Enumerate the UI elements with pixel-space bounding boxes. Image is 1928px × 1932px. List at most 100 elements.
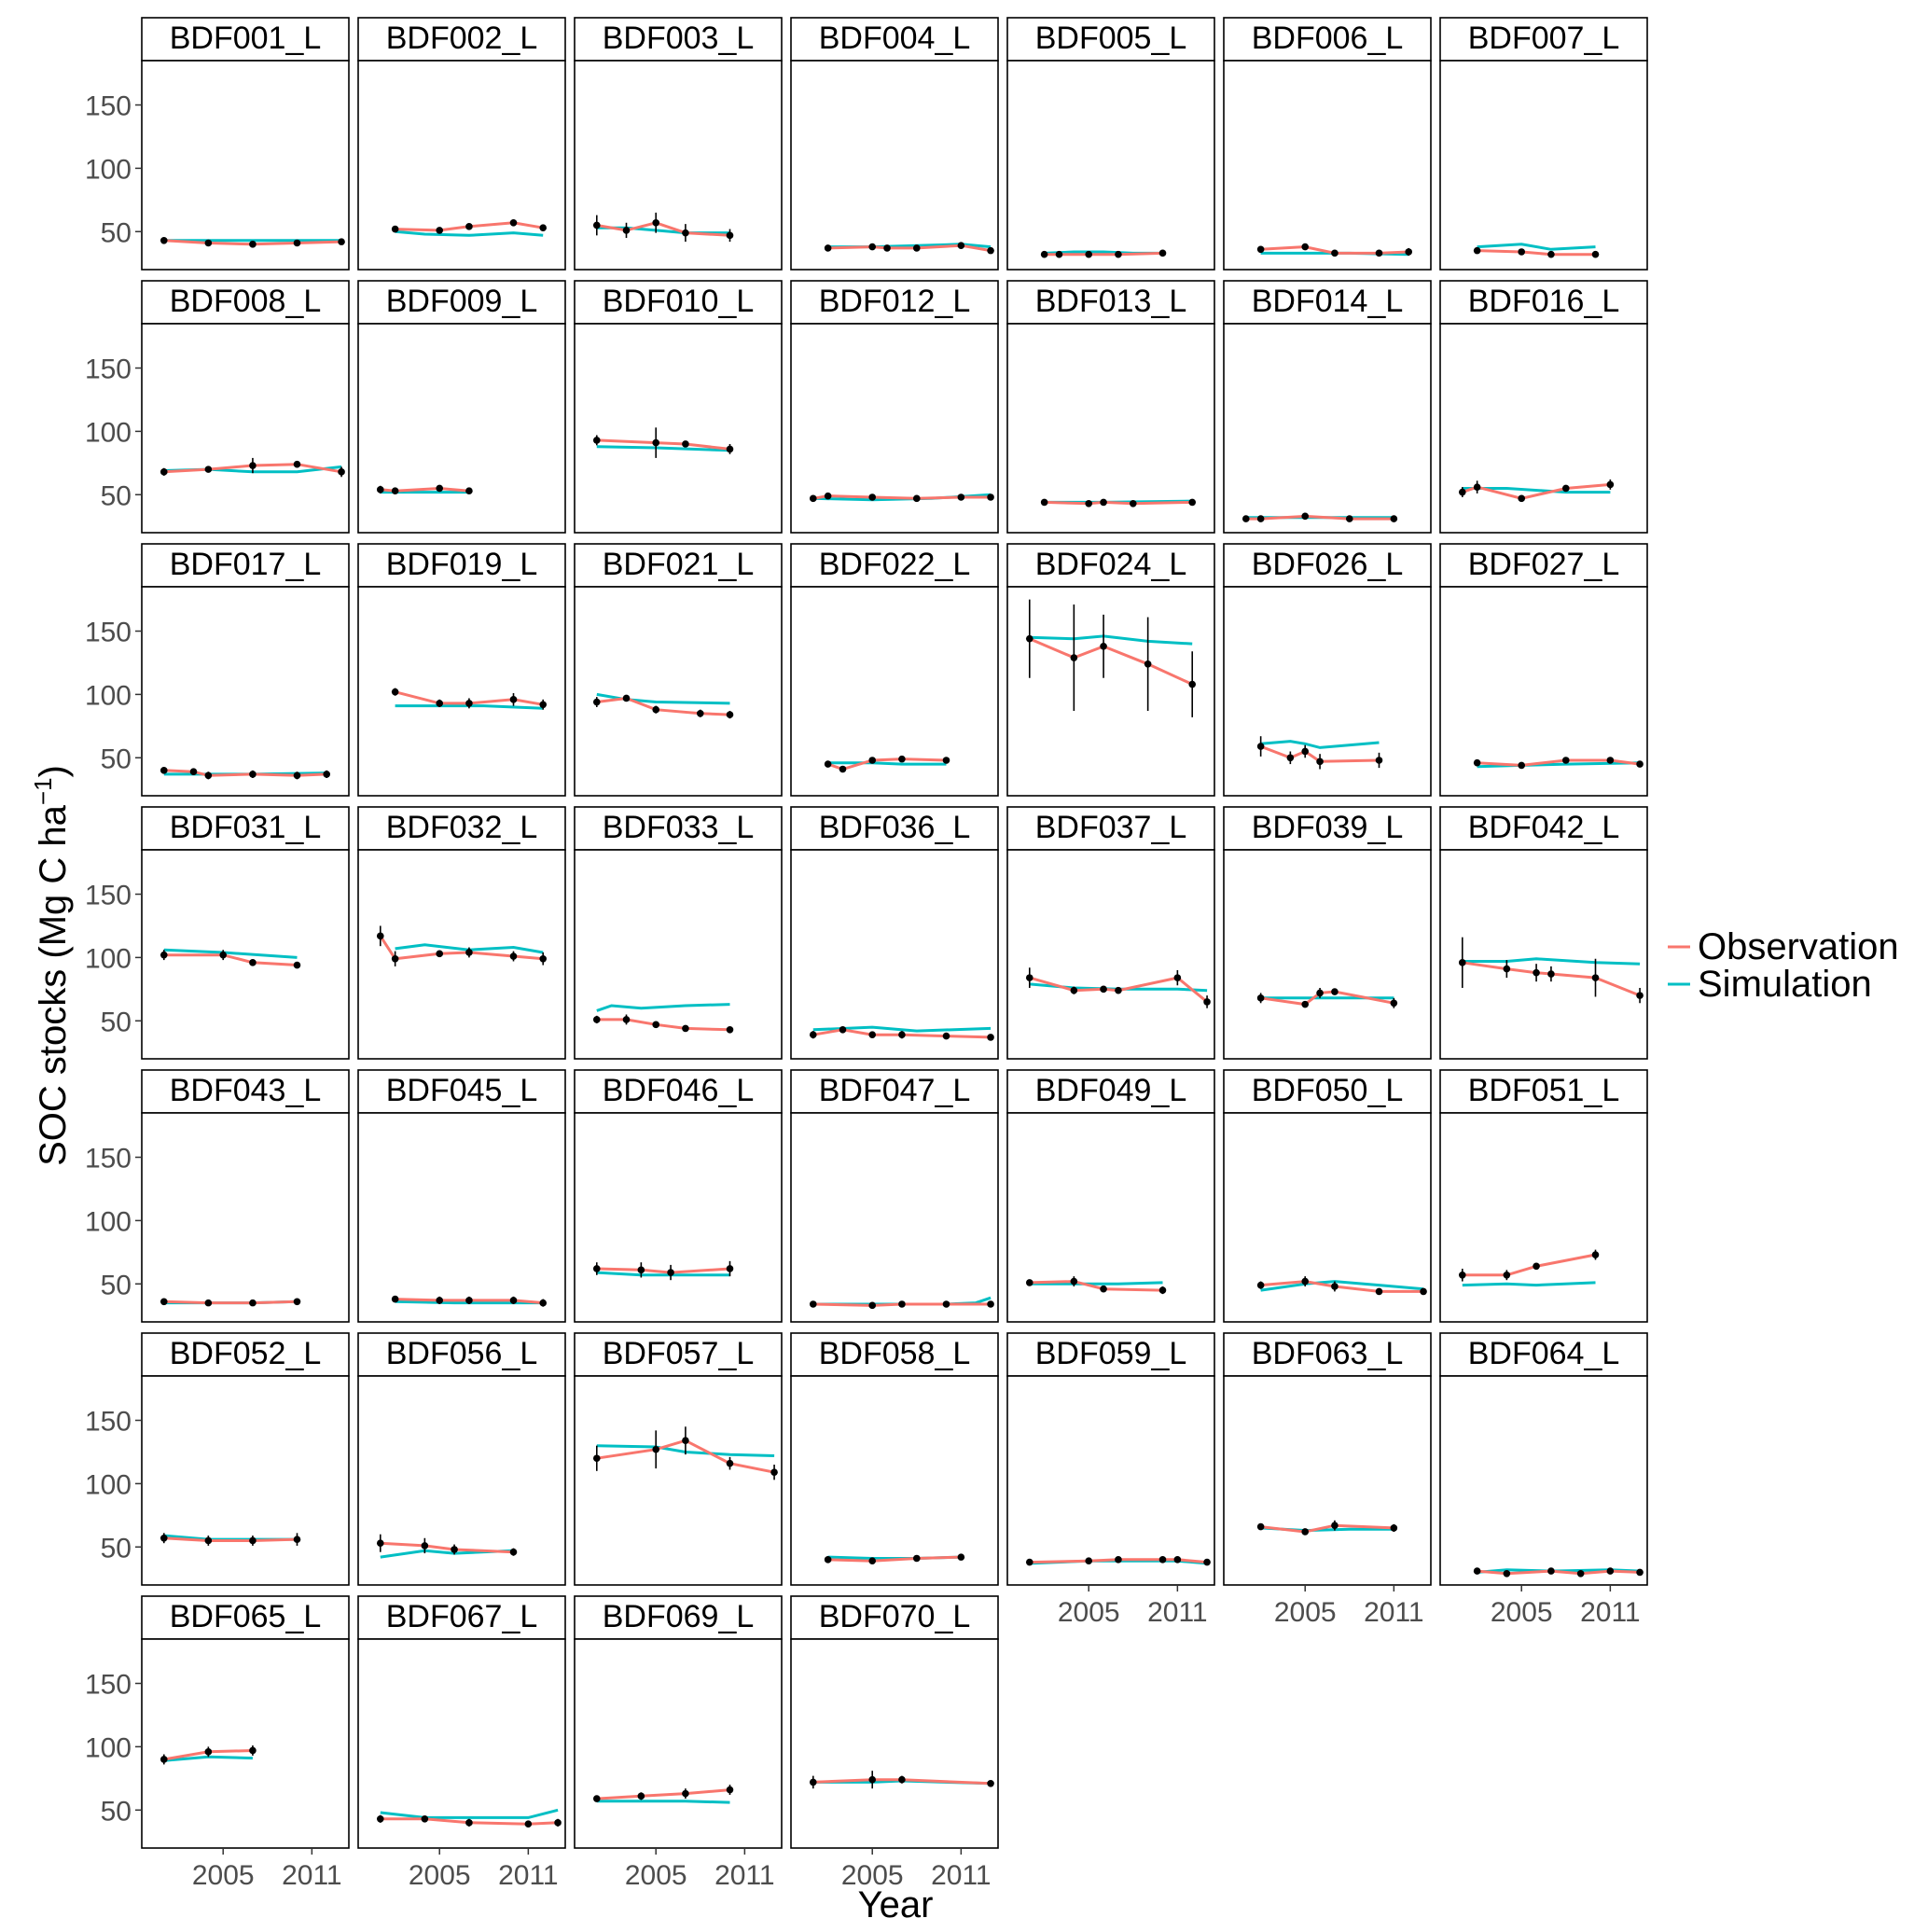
simulation-line: [163, 1755, 253, 1762]
observation-point: [839, 765, 847, 773]
observation-point: [436, 1297, 444, 1304]
observation-point: [1473, 1567, 1481, 1575]
observation-point: [1286, 754, 1295, 762]
plot-area: [790, 1638, 999, 1849]
panel-BDF014_L: BDF014_L: [1223, 280, 1432, 534]
simulation-line: [1462, 957, 1641, 966]
y-axis-title-superscript: −1: [29, 777, 57, 805]
panel-BDF026_L: BDF026_L: [1223, 543, 1432, 797]
observation-point: [509, 696, 518, 703]
panel-BDF006_L: BDF006_L: [1223, 17, 1432, 271]
observation-point: [1025, 1279, 1033, 1286]
y-tick-label: 150: [85, 881, 132, 911]
observation-point: [1405, 248, 1413, 256]
simulation-line: [596, 1003, 730, 1012]
panel-BDF045_L: BDF045_L: [357, 1069, 566, 1323]
observation-point: [293, 961, 301, 969]
observation-point: [293, 460, 301, 468]
observation-point: [1390, 999, 1398, 1008]
panel-BDF047_L: BDF047_L: [790, 1069, 999, 1323]
observation-point: [1301, 512, 1310, 521]
observation-point: [637, 1792, 645, 1800]
strip-background: [790, 1595, 999, 1640]
strip-background: [1439, 806, 1648, 851]
strip-background: [357, 543, 566, 588]
x-tick-label: 2005: [1274, 1597, 1337, 1628]
plot-area: [1006, 323, 1215, 534]
observation-point: [942, 1032, 950, 1040]
plot-area: [1006, 586, 1215, 797]
strip-background: [1006, 1069, 1215, 1114]
strip-background: [574, 280, 783, 325]
observation-point: [204, 466, 213, 473]
plot-area: [357, 1112, 566, 1323]
observation-line: [827, 243, 992, 253]
observation-line: [596, 438, 730, 451]
panel-BDF005_L: BDF005_L: [1006, 17, 1215, 271]
observation-point: [1591, 1251, 1600, 1258]
strip-background: [1006, 1332, 1215, 1377]
observation-point: [1025, 974, 1033, 981]
observation-point: [868, 243, 877, 251]
observation-line: [1029, 1558, 1208, 1564]
panel-BDF049_L: BDF049_L: [1006, 1069, 1215, 1323]
observation-point: [1115, 986, 1122, 994]
observation-point: [622, 1016, 631, 1023]
observation-point: [1301, 1000, 1310, 1008]
observation-line: [1029, 1280, 1163, 1292]
observation-point: [554, 1819, 562, 1827]
observation-point: [987, 1300, 994, 1308]
plot-area: [357, 323, 566, 534]
plot-area: [1006, 60, 1215, 271]
observation-line: [379, 935, 544, 961]
observation-point: [249, 241, 257, 248]
plot-area: [574, 849, 783, 1060]
observation-line: [1260, 1523, 1394, 1534]
observation-point: [682, 1437, 689, 1445]
strip-label: BDF032_L: [386, 810, 538, 845]
panel-BDF057_L: BDF057_L: [574, 1332, 783, 1586]
panel-BDF019_L: BDF019_L: [357, 543, 566, 797]
strip-label: BDF043_L: [170, 1073, 322, 1108]
observation-point: [436, 950, 444, 958]
simulation-line: [596, 692, 730, 705]
observation-point: [509, 1297, 518, 1304]
strip-background: [574, 543, 783, 588]
panel-BDF008_L: BDF008_L 50 100 150: [85, 280, 350, 534]
panel-BDF042_L: BDF042_L: [1439, 806, 1648, 1060]
observation-point: [652, 218, 660, 227]
strip-label: BDF058_L: [819, 1336, 971, 1371]
observation-point: [249, 771, 257, 778]
observation-point: [1547, 1567, 1555, 1575]
observation-point: [1503, 1569, 1511, 1578]
strip-background: [357, 1069, 566, 1114]
legend-label-observation: Observation: [1698, 926, 1899, 967]
observation-point: [1203, 998, 1211, 1006]
observation-point: [1390, 515, 1398, 522]
strip-label: BDF004_L: [819, 21, 971, 56]
strip-background: [357, 280, 566, 325]
strip-background: [1223, 280, 1432, 325]
observation-line: [596, 1788, 730, 1800]
x-tick-label: 2011: [714, 1860, 775, 1891]
observation-point: [204, 1748, 213, 1756]
observation-point: [338, 468, 345, 476]
panel-BDF031_L: BDF031_L 50 100 150: [85, 806, 350, 1060]
panel-BDF056_L: BDF056_L: [357, 1332, 566, 1586]
strip-background: [1006, 280, 1215, 325]
observation-point: [1025, 634, 1033, 643]
observation-point: [868, 1775, 877, 1784]
y-tick-label: 50: [101, 1796, 132, 1827]
strip-label: BDF024_L: [1035, 547, 1187, 582]
observation-point: [1100, 498, 1107, 507]
strip-label: BDF064_L: [1468, 1336, 1620, 1371]
plot-area: [790, 1112, 999, 1323]
y-tick-label: 50: [101, 744, 132, 774]
observation-point: [1301, 1277, 1310, 1286]
strip-label: BDF065_L: [170, 1599, 322, 1634]
x-tick-label: 2011: [282, 1860, 342, 1891]
y-axis-title-close: ): [33, 765, 74, 777]
strip-label: BDF001_L: [170, 21, 322, 56]
strip-label: BDF027_L: [1468, 547, 1620, 582]
observation-point: [376, 1539, 384, 1547]
